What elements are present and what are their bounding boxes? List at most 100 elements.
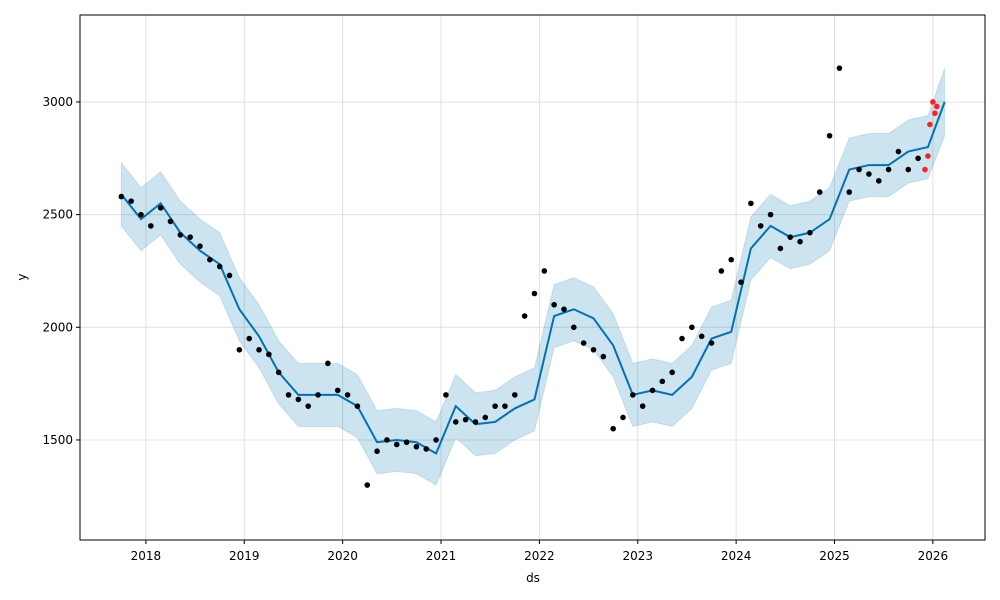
data-point — [482, 414, 489, 421]
data-point — [521, 313, 528, 319]
data-point — [148, 223, 154, 229]
data-point — [354, 403, 361, 409]
data-point — [393, 441, 400, 448]
y-tick-label: 2500 — [42, 208, 73, 222]
x-tick-label: 2025 — [819, 549, 850, 563]
data-point — [689, 324, 695, 331]
data-point — [895, 148, 902, 155]
data-point — [315, 392, 321, 398]
data-point — [384, 437, 390, 443]
data-point — [285, 392, 292, 398]
data-point — [915, 155, 921, 162]
data-point — [433, 437, 439, 443]
data-point — [807, 229, 813, 236]
data-point — [295, 396, 302, 403]
data-point — [905, 166, 912, 173]
y-tick-label: 3000 — [42, 95, 73, 109]
data-point — [846, 189, 853, 195]
data-point — [748, 200, 754, 207]
data-point — [925, 153, 931, 159]
data-point — [777, 245, 784, 252]
data-point — [246, 335, 252, 342]
data-point — [930, 99, 936, 105]
data-point — [927, 121, 933, 128]
data-point — [639, 403, 646, 409]
data-point — [541, 268, 548, 274]
data-point — [580, 340, 587, 346]
x-tick-label: 2022 — [524, 549, 555, 563]
data-point — [256, 347, 262, 353]
data-point — [787, 234, 794, 240]
data-point — [334, 387, 341, 394]
data-point — [216, 263, 223, 270]
data-point — [551, 301, 557, 308]
data-point — [226, 272, 233, 279]
data-point — [590, 347, 597, 353]
data-point — [669, 369, 675, 376]
x-axis-label: ds — [526, 571, 540, 585]
data-point — [571, 324, 577, 331]
data-point — [187, 234, 193, 240]
data-point — [728, 256, 735, 263]
data-point — [875, 178, 882, 184]
x-tick-label: 2020 — [327, 549, 358, 563]
x-tick-label: 2026 — [918, 549, 949, 563]
data-point — [157, 205, 164, 211]
data-point — [600, 353, 607, 360]
data-point — [305, 403, 312, 409]
data-point — [197, 243, 203, 249]
data-point — [325, 360, 331, 367]
data-point — [502, 403, 508, 409]
data-point — [933, 103, 940, 110]
data-point — [364, 482, 371, 488]
data-point — [452, 419, 459, 425]
data-point — [413, 443, 420, 450]
data-point — [932, 110, 938, 117]
data-point — [922, 166, 928, 173]
data-point — [698, 333, 705, 340]
data-point — [620, 414, 626, 421]
data-point — [885, 166, 892, 173]
data-point — [462, 416, 469, 423]
data-point — [492, 403, 498, 409]
x-tick-label: 2021 — [426, 549, 457, 563]
data-point — [275, 369, 282, 376]
data-point — [443, 392, 449, 398]
data-point — [679, 335, 685, 342]
data-point — [816, 189, 823, 195]
data-point — [649, 387, 656, 394]
data-point — [118, 193, 125, 200]
forecast-line — [120, 101, 946, 455]
data-point — [836, 65, 843, 71]
data-point — [856, 166, 862, 173]
data-point — [138, 211, 144, 218]
data-point — [403, 439, 410, 446]
data-point — [207, 256, 213, 263]
data-point — [511, 392, 518, 398]
data-point — [718, 268, 725, 274]
x-tick-label: 2018 — [131, 549, 162, 563]
x-tick-label: 2019 — [229, 549, 260, 563]
data-point — [236, 347, 243, 353]
x-tick-label: 2023 — [622, 549, 653, 563]
data-point — [826, 132, 833, 139]
data-point — [767, 211, 774, 218]
data-point — [128, 198, 134, 204]
data-point — [472, 419, 479, 425]
y-tick-label: 2000 — [42, 320, 73, 334]
data-point — [659, 378, 666, 385]
data-point — [610, 425, 616, 432]
y-tick-label: 1500 — [42, 433, 73, 447]
plot-frame — [79, 14, 986, 541]
data-point — [266, 351, 272, 358]
data-point — [738, 279, 744, 286]
data-point — [531, 290, 538, 297]
data-point — [344, 392, 351, 398]
uncertainty-band — [120, 68, 946, 486]
data-point — [630, 392, 636, 398]
data-point — [374, 448, 380, 455]
y-axis-label: y — [15, 273, 29, 280]
data-point — [177, 232, 184, 238]
data-point — [561, 306, 567, 313]
